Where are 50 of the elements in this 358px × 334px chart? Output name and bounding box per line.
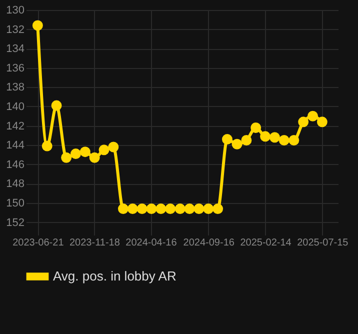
point (250, 122, 262, 133)
x-tick-label: 2025-02-14 (240, 238, 292, 248)
point (127, 204, 138, 214)
point (118, 204, 128, 214)
x-tick-label: 2023-06-21 (12, 238, 64, 248)
point (98, 144, 110, 156)
y-tick-label: 136 (6, 62, 24, 74)
point (174, 204, 186, 214)
point (108, 142, 119, 152)
y-tick-label: 144 (6, 140, 24, 152)
x-tick-label: 2025-07-15 (297, 238, 349, 248)
point (222, 134, 232, 145)
point (89, 152, 100, 163)
y-tick-label: 148 (6, 178, 24, 190)
point (80, 146, 90, 158)
point (70, 148, 81, 160)
point (316, 116, 328, 128)
y-tick-label: 134 (6, 43, 24, 56)
point (298, 116, 309, 128)
point (269, 132, 280, 143)
point (61, 152, 72, 163)
y-tick-label: 150 (6, 197, 24, 210)
point (308, 110, 318, 122)
point (51, 100, 62, 111)
y-tick-label: 152 (6, 216, 24, 229)
point (194, 204, 204, 214)
y-tick-label: 130 (6, 4, 24, 16)
point (184, 204, 195, 214)
point (260, 131, 271, 142)
x-tick-label: 2024-09-16 (183, 238, 235, 248)
point (32, 20, 43, 31)
point (212, 204, 224, 214)
point (232, 138, 242, 150)
y-tick-label: 140 (6, 100, 24, 113)
y-tick-label: 132 (6, 24, 24, 36)
point (156, 204, 166, 214)
point (146, 204, 157, 214)
point (288, 135, 300, 146)
point (278, 135, 290, 146)
y-tick-label: 142 (6, 120, 24, 132)
legend-label: Avg. pos. in lobby AR (53, 268, 176, 284)
point (42, 140, 52, 152)
x-tick-label: 2024-04-16 (126, 238, 178, 248)
x-tick-label: 2023-11-18 (69, 238, 120, 248)
point (165, 204, 176, 214)
y-tick-label: 138 (6, 82, 24, 94)
point (241, 135, 252, 146)
y-tick-label: 146 (6, 158, 24, 171)
point (203, 204, 214, 214)
point (136, 204, 148, 214)
